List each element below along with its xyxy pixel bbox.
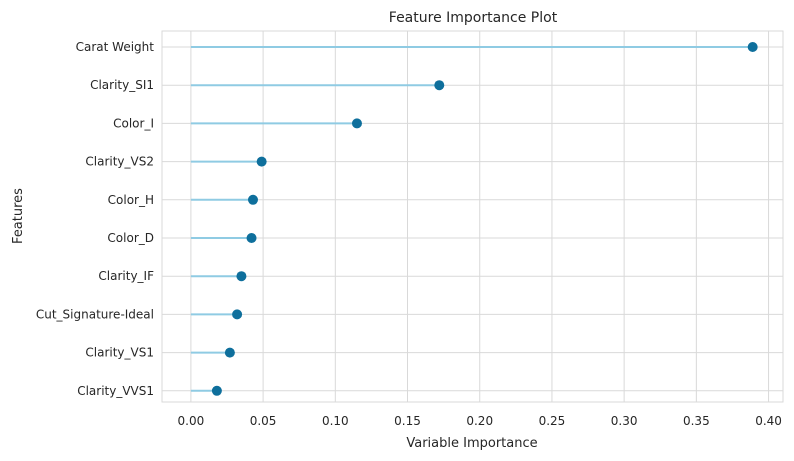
plot-frame [161, 30, 784, 403]
y-tick-label: Color_D [107, 231, 154, 245]
x-tick-label: 0.30 [611, 414, 638, 428]
importance-marker [236, 271, 247, 282]
x-tick-label: 0.10 [322, 414, 349, 428]
x-tick-labels: 0.00 0.05 0.10 0.15 0.20 0.25 0.30 0.35 0.40 [178, 414, 782, 428]
x-tick-label: 0.15 [394, 414, 421, 428]
x-tick-label: 0.35 [683, 414, 710, 428]
y-tick-label: Carat Weight [76, 40, 155, 54]
y-tick-label: Clarity_VVS1 [77, 384, 154, 398]
y-tick-label: Color_I [113, 116, 154, 130]
x-tick-label: 0.20 [466, 414, 493, 428]
x-tick-label: 0.25 [539, 414, 566, 428]
importance-marker [211, 385, 222, 396]
importance-marker [247, 194, 258, 205]
importance-marker [747, 42, 758, 52]
x-tick-label: 0.40 [755, 414, 782, 428]
y-tick-label: Color_H [108, 193, 154, 207]
y-tick-label: Cut_Signature-Ideal [36, 307, 154, 321]
chart-title: Feature Importance Plot [389, 10, 558, 26]
importance-marker [224, 347, 235, 358]
stem-layer [190, 46, 753, 392]
importance-marker [434, 80, 445, 91]
y-tick-label: Clarity_IF [98, 269, 154, 283]
y-tick-label: Clarity_SI1 [90, 78, 154, 92]
x-tick-label: 0.00 [178, 414, 205, 428]
y-tick-label: Clarity_VS1 [85, 346, 154, 360]
y-axis-label: Features [11, 188, 26, 244]
importance-marker [351, 118, 362, 129]
importance-marker [232, 309, 243, 320]
importance-marker [246, 233, 257, 243]
y-tick-labels: Carat Weight Clarity_SI1 Color_I Clarity_VS… [36, 40, 154, 398]
x-axis-label: Variable Importance [406, 436, 537, 451]
importance-marker [256, 156, 267, 167]
y-tick-label: Clarity_VS2 [85, 155, 154, 169]
marker-layer [211, 42, 758, 396]
x-tick-label: 0.05 [250, 414, 277, 428]
